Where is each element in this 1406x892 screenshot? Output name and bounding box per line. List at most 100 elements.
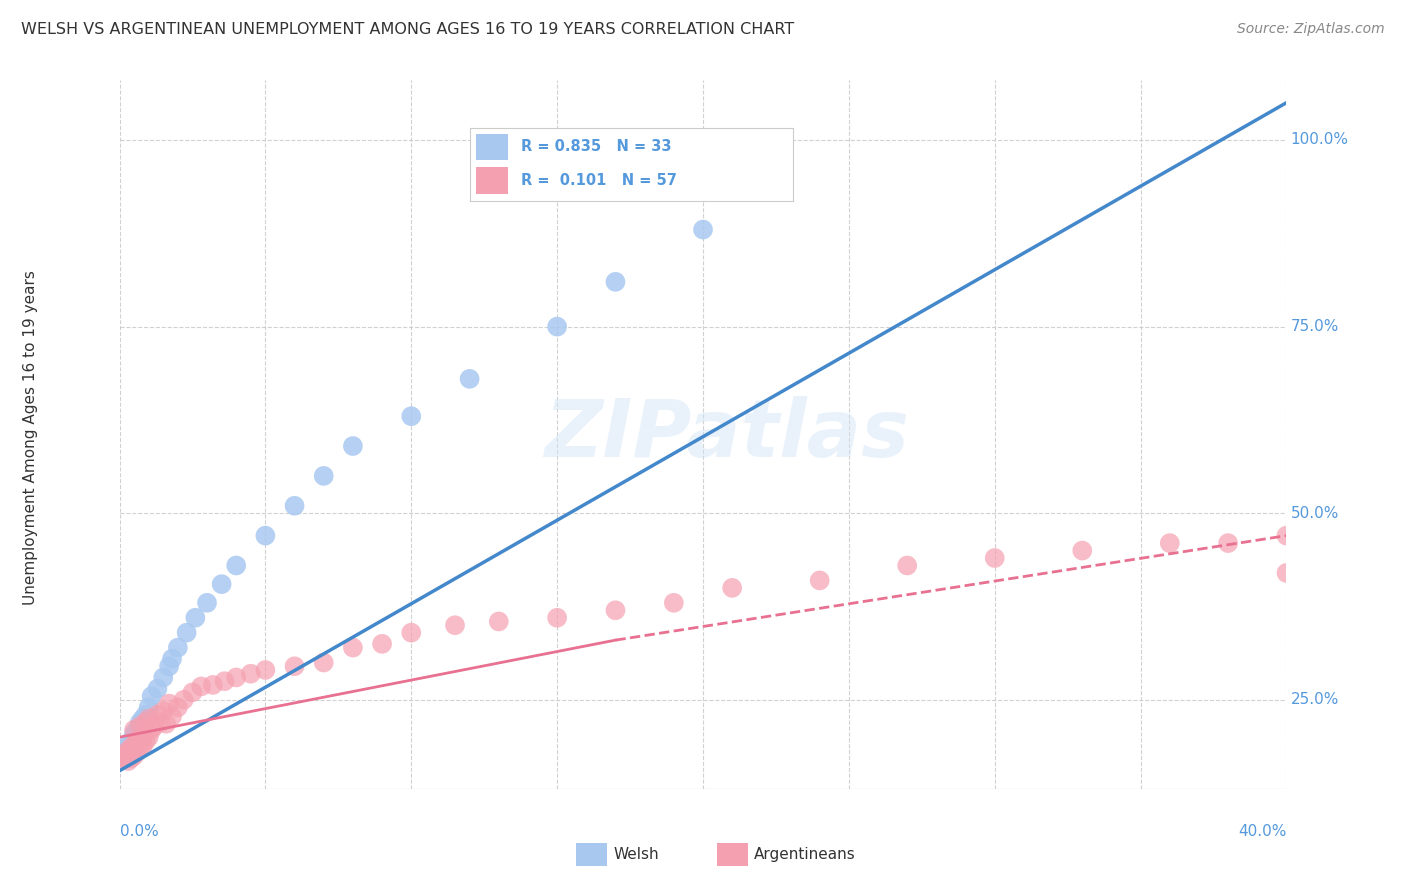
Point [157,697,180,711]
Point [342,640,364,655]
Point [173,693,195,707]
Point [117,754,139,768]
Point [283,659,307,673]
Point [146,681,169,696]
Point [190,680,212,694]
Text: Unemployment Among Ages 16 to 19 years: Unemployment Among Ages 16 to 19 years [24,269,38,605]
Point [983,551,1005,566]
Point [122,723,145,737]
Point [239,666,262,681]
Point [342,439,364,453]
Point [111,748,134,763]
Point [160,652,183,666]
Point [1216,536,1240,550]
Point [184,611,207,625]
Point [692,222,714,236]
Point [201,678,224,692]
Text: Source: ZipAtlas.com: Source: ZipAtlas.com [1237,22,1385,37]
Point [143,719,166,733]
Text: Argentineans: Argentineans [754,847,855,862]
Point [125,734,148,748]
Point [122,726,145,740]
Point [157,659,180,673]
Point [146,707,169,722]
Point [211,577,233,591]
Text: R =  0.101   N = 57: R = 0.101 N = 57 [522,173,678,188]
Point [371,637,394,651]
Point [120,740,142,755]
Point [546,319,568,334]
Point [1275,566,1298,580]
Text: 75.0%: 75.0% [1291,319,1339,334]
Point [122,730,145,744]
Point [138,730,160,744]
Point [135,715,157,730]
Point [122,748,145,763]
Text: 100.0%: 100.0% [1291,133,1348,147]
Point [488,615,510,629]
Point [132,730,155,744]
Point [605,275,627,289]
Point [132,739,155,753]
Bar [477,167,509,194]
Point [166,700,188,714]
Point [138,700,160,714]
Point [605,603,627,617]
Point [546,611,568,625]
Text: 25.0%: 25.0% [1291,692,1339,707]
Point [114,747,136,761]
Point [1275,528,1298,542]
Point [152,670,174,684]
Point [129,719,152,733]
Point [135,707,157,722]
Point [214,674,236,689]
Point [125,745,148,759]
Point [1071,543,1094,558]
Point [399,409,422,424]
Text: 50.0%: 50.0% [1291,506,1339,521]
Point [141,689,163,703]
Point [176,625,198,640]
Point [312,469,335,483]
Point [181,685,204,699]
Point [152,704,174,718]
Point [458,372,481,386]
Point [117,743,139,757]
Point [122,738,145,752]
Point [120,734,142,748]
Point [132,712,155,726]
Point [160,709,183,723]
Point [399,625,422,640]
Text: ZIPatlas: ZIPatlas [544,396,908,474]
Point [135,734,157,748]
Point [129,715,152,730]
Point [254,528,277,542]
Point [125,723,148,737]
Text: 0.0%: 0.0% [120,824,159,838]
Point [225,670,247,684]
Text: 40.0%: 40.0% [1239,824,1286,838]
Point [283,499,307,513]
Point [114,745,136,759]
Text: WELSH VS ARGENTINEAN UNEMPLOYMENT AMONG AGES 16 TO 19 YEARS CORRELATION CHART: WELSH VS ARGENTINEAN UNEMPLOYMENT AMONG … [21,22,794,37]
Point [129,741,152,756]
Point [117,741,139,756]
Point [166,640,188,655]
Point [254,663,277,677]
Point [120,751,142,765]
Point [114,751,136,765]
Point [114,743,136,757]
Point [195,596,218,610]
Point [141,723,163,737]
Text: Welsh: Welsh [613,847,658,862]
Point [155,716,177,731]
Point [138,712,160,726]
Point [896,558,918,573]
Point [117,738,139,752]
Point [1159,536,1181,550]
Bar [477,134,509,160]
Point [312,656,335,670]
Point [444,618,467,632]
Point [721,581,744,595]
Text: R = 0.835   N = 33: R = 0.835 N = 33 [522,139,672,154]
